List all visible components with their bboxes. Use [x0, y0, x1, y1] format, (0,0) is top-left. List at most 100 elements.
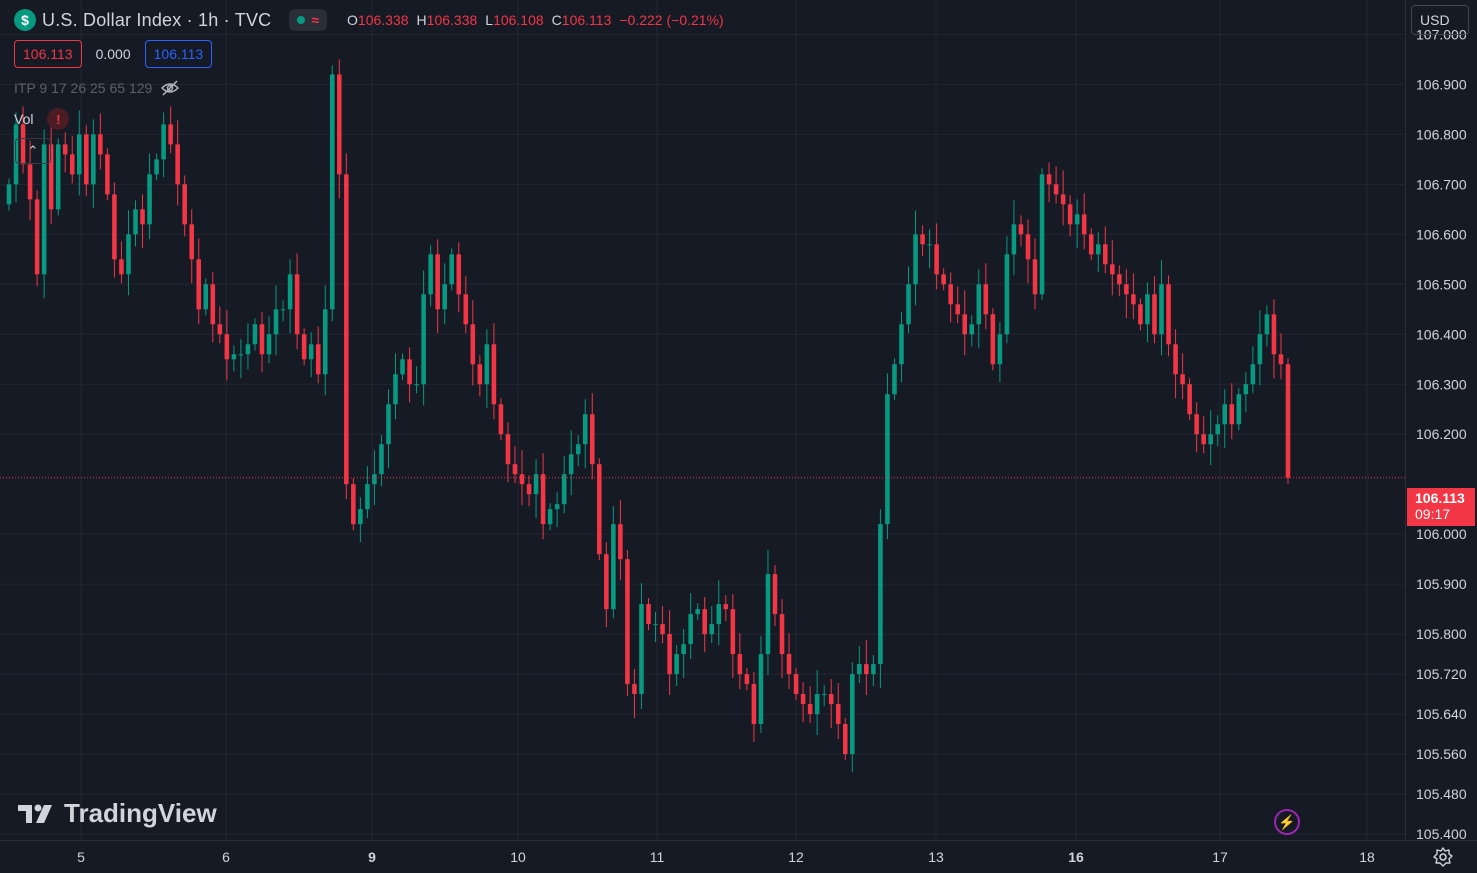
candle-body: [315, 344, 321, 375]
candle-body: [878, 524, 883, 665]
candle: [899, 312, 904, 383]
candle: [582, 399, 588, 469]
candle-body: [793, 674, 799, 695]
candle: [1145, 282, 1150, 343]
candle-body: [1110, 264, 1115, 275]
candle: [498, 398, 504, 441]
time-axis[interactable]: 5 6 9 10 11 12 13 16 17 18: [77, 849, 1375, 865]
candle-body: [660, 624, 665, 635]
candle-body: [632, 684, 637, 695]
candle: [1004, 236, 1010, 344]
candle-body: [147, 174, 152, 225]
gear-icon[interactable]: [1432, 846, 1454, 868]
candle-body: [892, 364, 897, 395]
candle: [618, 500, 623, 581]
candle: [329, 65, 335, 322]
candle-body: [119, 259, 124, 275]
candle: [1201, 416, 1206, 454]
candle-body: [1095, 244, 1101, 255]
market-status[interactable]: ≈: [289, 9, 328, 31]
candle: [807, 686, 813, 724]
time-tick-label: 18: [1359, 849, 1375, 865]
candle: [871, 655, 876, 687]
candle-body: [1222, 404, 1228, 425]
candle: [625, 550, 630, 697]
lightning-icon[interactable]: ⚡: [1274, 809, 1300, 835]
indicator-legend[interactable]: ITP 9 17 26 25 65 129: [14, 80, 180, 96]
candle: [695, 603, 700, 621]
candle: [119, 241, 124, 284]
candle: [667, 610, 672, 696]
candle: [421, 270, 426, 406]
candle-body: [779, 614, 785, 655]
candle: [76, 110, 82, 196]
candle: [308, 332, 314, 378]
candle: [505, 422, 511, 483]
candle: [428, 245, 433, 307]
wave-icon: ≈: [311, 12, 320, 28]
candle: [98, 113, 103, 170]
candle-body: [329, 74, 335, 310]
price-tick-label: 106.700: [1416, 176, 1467, 192]
candle-body: [906, 284, 911, 325]
candle: [154, 153, 159, 181]
indicator-label[interactable]: ITP 9 17 26 25 65 129: [14, 80, 153, 96]
tradingview-logo[interactable]: TradingView: [18, 798, 217, 829]
sell-price-button[interactable]: 106.113: [14, 40, 82, 68]
candle: [702, 597, 708, 653]
currency-selector[interactable]: USD: [1411, 5, 1469, 35]
candle: [266, 316, 272, 364]
candle-body: [182, 184, 187, 225]
time-tick-label: 10: [510, 849, 526, 865]
candle-body: [681, 644, 686, 655]
chart-legend: $ U.S. Dollar Index · 1h · TVC ≈ O106.33…: [14, 6, 724, 34]
candle: [1117, 265, 1122, 297]
price-tick-label: 106.400: [1416, 326, 1467, 342]
volume-legend[interactable]: Vol !: [14, 108, 70, 130]
symbol-title[interactable]: U.S. Dollar Index · 1h · TVC: [42, 9, 272, 30]
candle: [140, 194, 145, 249]
candle: [674, 645, 679, 687]
candle-body: [1271, 314, 1277, 355]
candle-body: [1053, 184, 1059, 195]
candle: [400, 353, 405, 381]
candle-body: [414, 384, 419, 386]
candle: [737, 633, 743, 690]
candle: [1180, 353, 1185, 400]
candle: [322, 285, 328, 396]
candle: [1039, 168, 1045, 301]
warning-icon[interactable]: !: [47, 108, 70, 130]
candle: [821, 685, 827, 707]
candle: [175, 120, 180, 206]
candle: [1095, 232, 1101, 273]
candle: [1018, 215, 1024, 247]
candle-body: [13, 124, 19, 185]
price-tick-label: 105.400: [1416, 826, 1467, 842]
candle: [765, 550, 771, 676]
dollar-icon[interactable]: $: [14, 9, 36, 31]
candle: [604, 542, 609, 628]
candle-body: [1285, 364, 1291, 478]
candle-body: [1194, 414, 1199, 435]
quote-boxes: 106.113 0.000 106.113: [14, 40, 213, 68]
volume-label[interactable]: Vol: [14, 111, 34, 127]
candle: [632, 669, 637, 719]
candle: [913, 210, 918, 306]
candle-body: [1060, 194, 1066, 205]
candle-body: [27, 164, 33, 200]
chart-grid: [0, 0, 1405, 840]
candle: [393, 353, 398, 420]
candle-body: [470, 324, 476, 365]
candle: [533, 459, 539, 519]
collapse-legend-button[interactable]: ⌃: [15, 138, 51, 164]
candle-body: [1039, 174, 1045, 295]
candle-body: [372, 474, 377, 485]
eye-off-icon[interactable]: [160, 80, 180, 96]
candle-body: [1032, 259, 1038, 295]
candle: [969, 315, 975, 347]
price-axis[interactable]: 107.000106.900106.800106.700106.600106.5…: [1416, 26, 1467, 842]
candle-body: [962, 314, 968, 335]
buy-price-button[interactable]: 106.113: [144, 40, 213, 68]
candle-body: [1004, 254, 1010, 335]
